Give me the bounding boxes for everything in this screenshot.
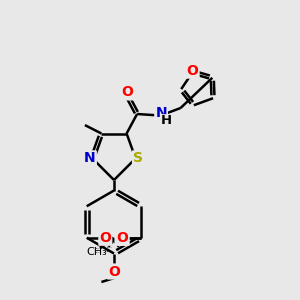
Text: methoxy: methoxy: [107, 247, 113, 248]
Text: S: S: [133, 152, 143, 165]
Text: N: N: [155, 106, 167, 120]
Text: H: H: [160, 114, 172, 128]
Text: N: N: [84, 152, 96, 165]
Text: O: O: [117, 231, 129, 245]
Text: O: O: [108, 265, 120, 278]
Text: O: O: [116, 231, 128, 245]
Text: methoxy: methoxy: [95, 248, 102, 249]
Text: methoxy: methoxy: [96, 252, 103, 253]
Text: O: O: [122, 85, 134, 99]
Text: methoxy: methoxy: [107, 251, 113, 252]
Text: CH₃: CH₃: [87, 247, 108, 257]
Text: O: O: [99, 231, 111, 245]
Text: methoxy: methoxy: [105, 251, 112, 252]
Text: O: O: [187, 64, 199, 78]
